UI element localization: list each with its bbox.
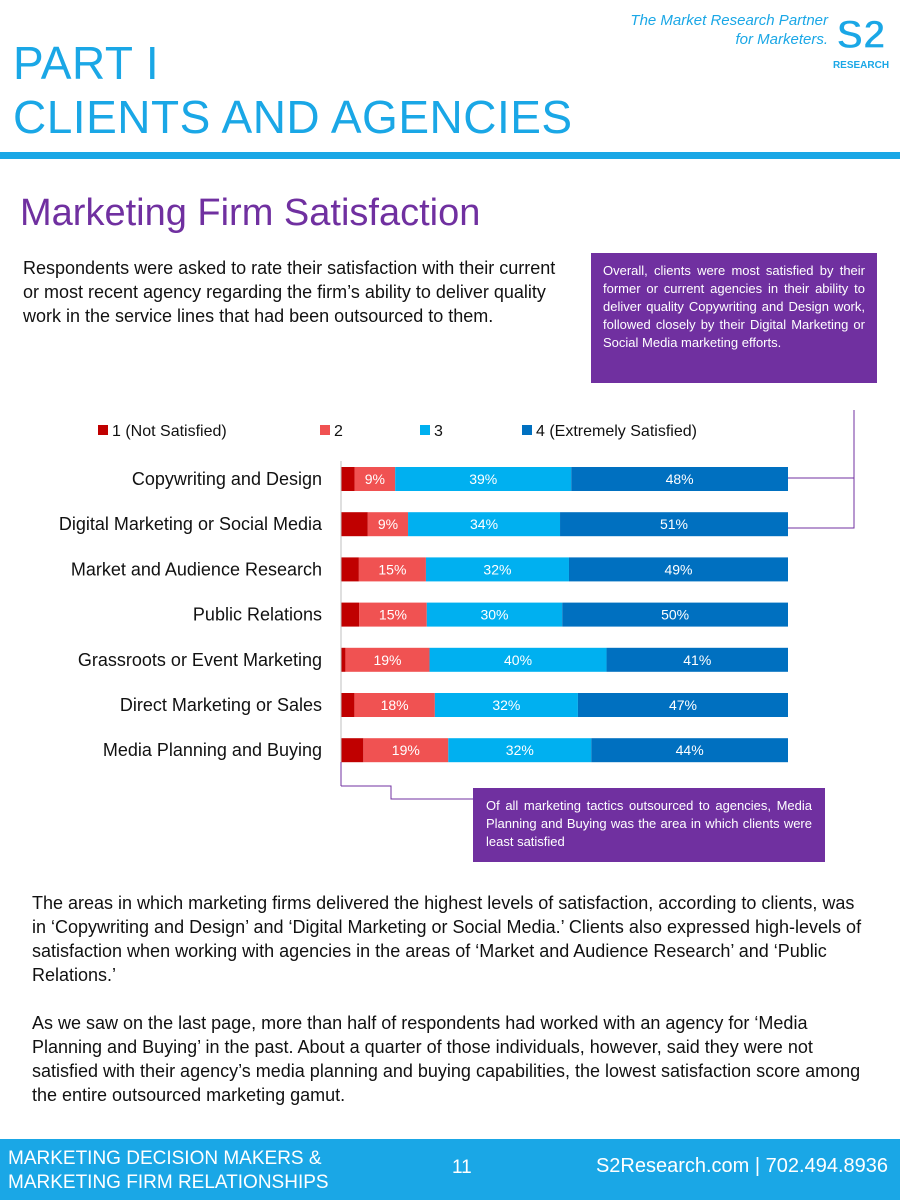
category-label-grassroots-or-event-marketing: Grassroots or Event Marketing <box>78 650 322 670</box>
data-label-market-and-audience-research-series-3: 32% <box>483 561 511 577</box>
bar-media-planning-and-buying-series-1 <box>341 738 364 763</box>
footer-title-line1: MARKETING DECISION MAKERS & <box>8 1148 322 1169</box>
satisfaction-chart: 1 (Not Satisfied) 2 3 4 (Extremely Satisfie… <box>59 410 855 800</box>
data-label-market-and-audience-research-series-2: 15% <box>378 561 406 577</box>
callout-connectors <box>340 410 855 800</box>
bar-market-and-audience-research-series-3 <box>425 557 569 582</box>
bar-public-relations-series-1 <box>341 602 360 627</box>
data-label-media-planning-and-buying-series-4: 44% <box>676 742 704 758</box>
chart-legend: 1 (Not Satisfied) 2 3 4 (Extremely Satisfie… <box>98 423 697 440</box>
logo-main-text: S2 <box>837 13 886 57</box>
data-label-direct-marketing-or-sales-series-3: 32% <box>492 697 520 713</box>
bar-media-planning-and-buying-series-2 <box>363 738 449 763</box>
tagline-line2: for Marketers. <box>735 31 828 48</box>
category-label-direct-marketing-or-sales: Direct Marketing or Sales <box>120 695 322 715</box>
legend-swatch-2 <box>320 425 330 435</box>
part-title-line2: CLIENTS AND AGENCIES <box>13 91 573 143</box>
part-title-line1: PART I <box>13 37 160 89</box>
bar-direct-marketing-or-sales-series-2 <box>354 693 435 717</box>
tagline: The Market Research Partner for Marketer… <box>630 11 828 49</box>
data-label-grassroots-or-event-marketing-series-3: 40% <box>504 652 532 668</box>
footer-report-title: MARKETING DECISION MAKERS & MARKETING FI… <box>8 1147 329 1195</box>
footer-contact: S2Research.com | 702.494.8936 <box>595 1155 888 1177</box>
bar-grassroots-or-event-marketing-series-3 <box>429 647 607 672</box>
bar-grassroots-or-event-marketing-series-4 <box>606 647 788 672</box>
section-title: Marketing Firm Satisfaction <box>20 192 481 234</box>
logo-sub-text: RESEARCH <box>833 60 889 70</box>
chart-bars: Copywriting and Design 9% 39% 48% Digital Ma… <box>59 461 788 769</box>
data-label-public-relations-series-2: 15% <box>379 607 407 623</box>
category-label-public-relations: Public Relations <box>193 605 322 625</box>
data-label-copywriting-and-design-series-3: 39% <box>469 471 497 487</box>
bar-grassroots-or-event-marketing-series-2 <box>345 647 430 672</box>
data-label-digital-marketing-or-social-media-series-4: 51% <box>660 516 688 532</box>
footer: MARKETING DECISION MAKERS & MARKETING FI… <box>0 1139 900 1200</box>
bar-copywriting-and-design-series-4 <box>571 467 788 491</box>
data-label-media-planning-and-buying-series-3: 32% <box>506 742 534 758</box>
page-number: 11 <box>452 1157 472 1178</box>
connector-top <box>788 477 855 529</box>
body-paragraph-2: As we saw on the last page, more than ha… <box>32 1013 861 1105</box>
category-label-market-and-audience-research: Market and Audience Research <box>71 559 322 579</box>
category-label-copywriting-and-design: Copywriting and Design <box>132 469 322 489</box>
bar-public-relations-series-2 <box>359 602 427 627</box>
data-label-digital-marketing-or-social-media-series-3: 34% <box>470 516 498 532</box>
bar-digital-marketing-or-social-media-series-4 <box>560 512 788 537</box>
legend-label-3: 3 <box>434 423 443 440</box>
bar-copywriting-and-design-series-2 <box>354 467 396 491</box>
bar-digital-marketing-or-social-media-series-1 <box>341 512 368 537</box>
bar-digital-marketing-or-social-media-series-3 <box>408 512 561 537</box>
category-label-digital-marketing-or-social-media: Digital Marketing or Social Media <box>59 514 323 534</box>
data-label-grassroots-or-event-marketing-series-2: 19% <box>373 652 401 668</box>
data-label-direct-marketing-or-sales-series-4: 47% <box>669 697 697 713</box>
bar-copywriting-and-design-series-1 <box>341 467 355 491</box>
bar-digital-marketing-or-social-media-series-2 <box>367 512 409 537</box>
callout-bottom: Of all marketing tactics outsourced to a… <box>473 788 825 862</box>
part-title: PART I CLIENTS AND AGENCIES <box>13 36 573 144</box>
data-label-direct-marketing-or-sales-series-2: 18% <box>381 697 409 713</box>
legend-label-2: 2 <box>334 423 343 440</box>
bar-market-and-audience-research-series-2 <box>358 557 426 582</box>
bar-public-relations-series-3 <box>426 602 563 627</box>
legend-swatch-1 <box>98 425 108 435</box>
bar-direct-marketing-or-sales-series-3 <box>434 693 578 717</box>
body-text: The areas in which marketing firms deliv… <box>32 891 868 1131</box>
header-divider <box>0 152 900 159</box>
callout-top: Overall, clients were most satisfied by … <box>591 253 877 383</box>
data-label-copywriting-and-design-series-2: 9% <box>365 471 385 487</box>
bar-direct-marketing-or-sales-series-1 <box>341 693 355 717</box>
legend-swatch-4 <box>522 425 532 435</box>
s2-research-logo: S2 RESEARCH <box>833 12 889 70</box>
category-label-media-planning-and-buying: Media Planning and Buying <box>103 740 322 760</box>
legend-label-4: 4 (Extremely Satisfied) <box>536 423 697 440</box>
tagline-line1: The Market Research Partner <box>630 12 828 29</box>
bar-grassroots-or-event-marketing-series-1 <box>341 647 346 672</box>
data-label-media-planning-and-buying-series-2: 19% <box>392 742 420 758</box>
data-label-copywriting-and-design-series-4: 48% <box>666 471 694 487</box>
legend-label-1: 1 (Not Satisfied) <box>112 423 227 440</box>
bar-public-relations-series-4 <box>562 602 788 627</box>
bar-media-planning-and-buying-series-4 <box>591 738 788 763</box>
footer-title-line2: MARKETING FIRM RELATIONSHIPS <box>8 1172 329 1193</box>
data-label-grassroots-or-event-marketing-series-4: 41% <box>683 652 711 668</box>
intro-paragraph: Respondents were asked to rate their sat… <box>23 258 556 326</box>
bar-copywriting-and-design-series-3 <box>395 467 572 491</box>
data-label-public-relations-series-4: 50% <box>661 607 689 623</box>
bar-media-planning-and-buying-series-3 <box>448 738 592 763</box>
bar-market-and-audience-research-series-1 <box>341 557 359 582</box>
legend-swatch-3 <box>420 425 430 435</box>
data-label-digital-marketing-or-social-media-series-2: 9% <box>378 516 398 532</box>
body-paragraph-1: The areas in which marketing firms deliv… <box>32 893 862 985</box>
connector-bottom <box>341 785 473 800</box>
data-label-market-and-audience-research-series-4: 49% <box>664 561 692 577</box>
bar-market-and-audience-research-series-4 <box>568 557 788 582</box>
data-label-public-relations-series-3: 30% <box>480 607 508 623</box>
bar-direct-marketing-or-sales-series-4 <box>577 693 788 717</box>
